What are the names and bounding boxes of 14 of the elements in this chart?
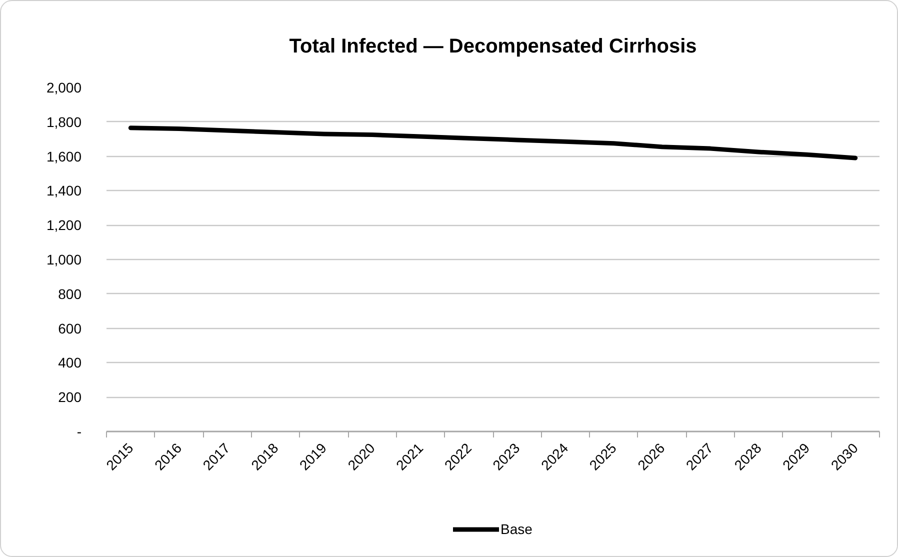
y-tick-label: 1,000 — [46, 252, 82, 268]
y-tick-label: 400 — [58, 354, 82, 371]
chart-title: Total Infected — Decompensated Cirrhosis — [289, 36, 697, 58]
legend-label: Base — [500, 520, 532, 536]
y-tick-label: 200 — [58, 389, 82, 406]
y-tick-label: 1,800 — [46, 114, 82, 130]
y-tick-label: 1,600 — [46, 148, 82, 164]
y-tick-label: 600 — [58, 320, 82, 336]
y-tick-label: 2,000 — [46, 80, 82, 96]
y-tick-label: 1,400 — [46, 182, 82, 199]
y-tick-label: 1,200 — [46, 217, 82, 234]
y-tick-label: 800 — [58, 286, 82, 302]
line-series — [128, 126, 858, 160]
y-tick-label: - — [76, 424, 82, 440]
